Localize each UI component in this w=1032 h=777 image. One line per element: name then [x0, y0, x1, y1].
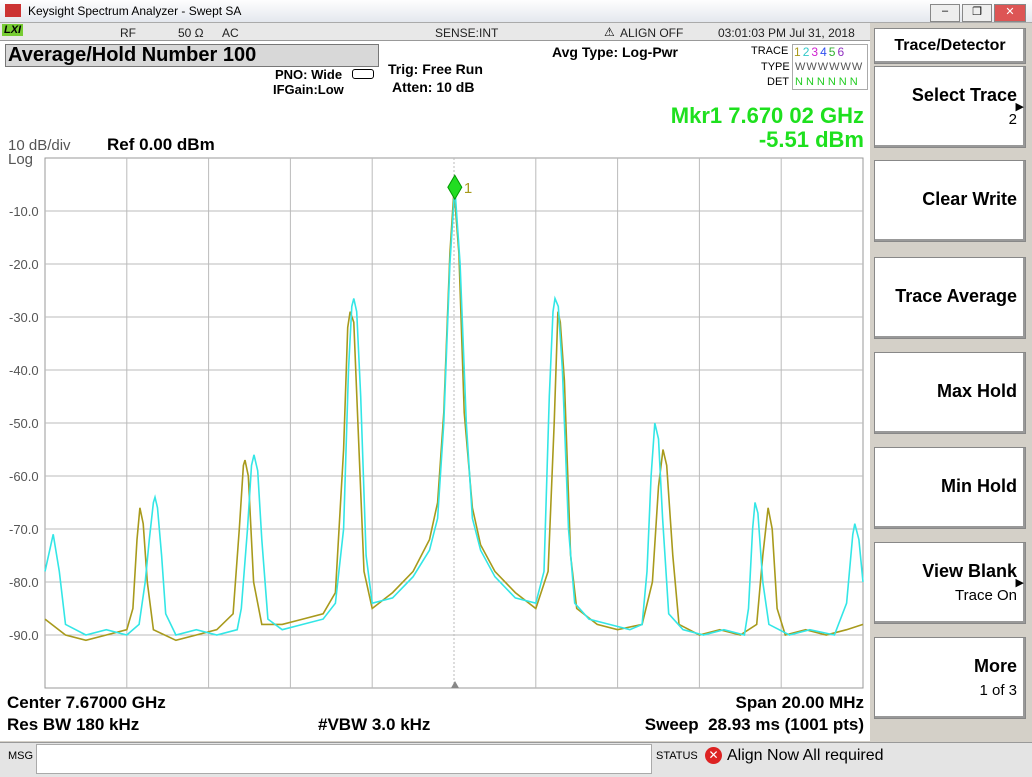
minimize-button[interactable]: –	[930, 4, 960, 22]
softkey-label: Min Hold	[941, 476, 1017, 496]
y-tick-label: -40.0	[9, 363, 39, 378]
marker-amplitude: -5.51 dBm	[758, 127, 864, 152]
scale-per-div: 10 dB/div	[8, 137, 71, 154]
gain-icon	[352, 69, 374, 79]
maximize-button[interactable]: ❐	[962, 4, 992, 22]
ifgain: IFGain:Low	[273, 82, 344, 97]
status-row	[0, 23, 870, 41]
menu-title: Trace/Detector	[894, 37, 1006, 54]
coupling: AC	[222, 26, 239, 40]
trigger: Trig: Free Run	[388, 61, 483, 77]
softkey-label: More	[973, 656, 1017, 676]
softkey-label: Select Trace	[911, 85, 1017, 105]
y-tick-label: -10.0	[9, 204, 39, 219]
center-frequency: Center 7.67000 GHz	[7, 693, 166, 712]
trace-label: TRACE	[751, 45, 789, 57]
title-bar	[0, 0, 1032, 23]
y-tick-label: -50.0	[9, 416, 39, 431]
trace-types: WWWWWW	[795, 61, 864, 73]
datetime: 03:01:03 PM Jul 31, 2018	[718, 26, 855, 40]
app-icon	[5, 4, 21, 17]
softkey-label: View Blank	[922, 561, 1017, 581]
span: Span 20.00 MHz	[735, 693, 865, 712]
sweep: Sweep 28.93 ms (1001 pts)	[644, 715, 864, 734]
det-label: DET	[767, 76, 789, 88]
sense: SENSE:INT	[435, 26, 499, 40]
marker	[447, 174, 463, 201]
message-area	[36, 744, 652, 774]
rf: RF	[120, 26, 136, 40]
softkey[interactable]: Select Trace 2 ▶	[874, 66, 1026, 148]
trace-number: 6	[837, 45, 847, 59]
submenu-arrow: ▶	[1015, 577, 1024, 589]
pno: PNO: Wide	[275, 67, 343, 82]
trace-number: 1	[794, 45, 803, 59]
softkey-value: Trace On	[955, 587, 1017, 604]
marker-label: 1	[464, 180, 472, 197]
attenuation: Atten: 10 dB	[392, 79, 475, 95]
y-tick-label: -30.0	[9, 310, 39, 325]
softkey[interactable]: Trace Average	[874, 257, 1026, 339]
trace	[44, 187, 864, 636]
warning-icon: ⚠	[604, 25, 615, 39]
softkey-value: 1 of 3	[979, 682, 1017, 699]
ref-level: Ref 0.00 dBm	[107, 135, 215, 154]
trace-numbers: 123456	[794, 45, 846, 59]
error-icon: ✕	[705, 747, 722, 764]
trace-number: 3	[811, 45, 821, 59]
trace-number: 2	[802, 45, 812, 59]
msg-label: MSG	[8, 750, 34, 762]
softkey[interactable]: Max Hold	[874, 352, 1026, 434]
softkey[interactable]: More 1 of 3	[874, 637, 1026, 719]
type-label: TYPE	[761, 61, 790, 73]
res-bw: Res BW 180 kHz	[7, 715, 140, 734]
softkey-menu-title: Trace/Detector	[874, 28, 1026, 64]
softkey[interactable]: View Blank Trace On ▶	[874, 542, 1026, 624]
y-tick-label: -70.0	[9, 522, 39, 537]
y-tick-label: -80.0	[9, 575, 39, 590]
marker-frequency: Mkr1 7.670 02 GHz	[670, 103, 864, 128]
status-message[interactable]: Align Now All required	[727, 747, 884, 764]
softkey[interactable]: Min Hold	[874, 447, 1026, 529]
trace-dets: NNNNNN	[795, 76, 861, 88]
softkey-label: Trace Average	[895, 286, 1017, 306]
close-button[interactable]: ✕	[994, 4, 1026, 22]
align: ALIGN OFF	[620, 26, 684, 40]
scale-mode: Log	[8, 151, 34, 168]
submenu-arrow: ▶	[1015, 101, 1024, 113]
softkey-value: 2	[1008, 111, 1017, 128]
trace-number: 4	[820, 45, 829, 59]
softkey-label: Max Hold	[936, 381, 1017, 401]
avg-type: Avg Type: Log-Pwr	[552, 44, 678, 60]
softkey-label: Clear Write	[922, 189, 1017, 209]
trace-box	[792, 44, 868, 90]
vbw: #VBW 3.0 kHz	[318, 715, 431, 734]
window-title: Keysight Spectrum Analyzer - Swept SA	[28, 4, 242, 18]
spectrum-plot: -10.0 -20.0 -30.0 -40.0 -50.0 -60.0 -70.0 -80.0…	[9, 157, 864, 689]
softkey[interactable]: Clear Write	[874, 160, 1026, 242]
y-tick-label: -20.0	[9, 257, 39, 272]
impedance: 50 Ω	[178, 26, 204, 40]
y-tick-label: -90.0	[9, 628, 39, 643]
trace-number: 5	[828, 45, 838, 59]
center-indicator	[451, 681, 459, 688]
lxi-logo: LXI	[2, 24, 24, 36]
y-tick-label: -60.0	[9, 469, 39, 484]
status-label: STATUS	[656, 750, 698, 762]
measurement-title: Average/Hold Number 100	[5, 44, 379, 67]
